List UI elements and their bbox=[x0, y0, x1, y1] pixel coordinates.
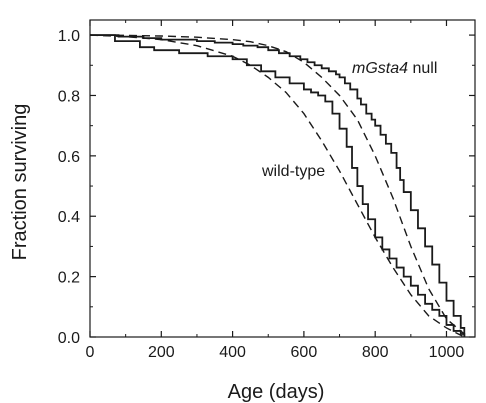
series-layer bbox=[89, 34, 466, 338]
fitted-dashed-curve-3 bbox=[89, 34, 465, 338]
y-tick-label: 0.0 bbox=[58, 330, 80, 347]
wildtype-annotation: wild-type bbox=[261, 163, 325, 180]
x-tick-label: 800 bbox=[362, 344, 389, 361]
x-tick-label: 1000 bbox=[429, 344, 465, 361]
x-tick-label: 200 bbox=[148, 344, 175, 361]
x-tick-label: 0 bbox=[86, 344, 95, 361]
x-tick-label: 600 bbox=[291, 344, 318, 361]
survival-step-curve-0 bbox=[90, 34, 466, 337]
null-annotation: mGsta4 null bbox=[352, 60, 437, 77]
y-tick-label: 0.8 bbox=[58, 88, 80, 105]
y-tick-label: 1.0 bbox=[58, 28, 80, 45]
plot-frame bbox=[89, 19, 476, 338]
x-tick-labels: 0 200 400 600 800 1000 bbox=[86, 344, 465, 361]
y-axis-title: Fraction surviving bbox=[9, 104, 31, 261]
x-axis-title: Age (days) bbox=[228, 381, 325, 403]
fitted-dashed-curve-2 bbox=[89, 34, 465, 335]
null-annotation-suffix: null bbox=[408, 60, 437, 77]
y-tick-label: 0.4 bbox=[58, 209, 80, 226]
x-tick-label: 400 bbox=[219, 344, 246, 361]
null-annotation-gene: mGsta4 bbox=[352, 60, 408, 77]
y-tick-label: 0.6 bbox=[58, 149, 80, 166]
y-tick-label: 0.2 bbox=[58, 270, 80, 287]
survival-step-curve-1 bbox=[90, 34, 466, 337]
y-tick-labels: 0.0 0.2 0.4 0.6 0.8 1.0 bbox=[58, 28, 80, 347]
